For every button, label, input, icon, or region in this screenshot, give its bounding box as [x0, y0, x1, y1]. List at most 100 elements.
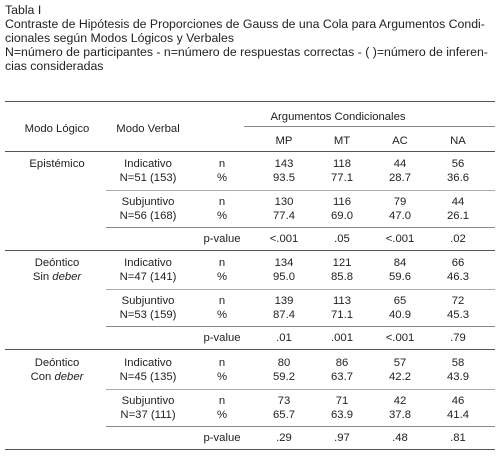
table-top-rule — [5, 101, 495, 102]
row-label-n: n — [218, 295, 226, 307]
cell-pvalue: .81 — [450, 432, 466, 444]
verbal-separator-rule — [106, 190, 495, 191]
table-title-line-2: cionales según Modos Lógicos y Verbales — [5, 31, 234, 45]
cell-pvalue: .001 — [331, 332, 353, 344]
cell-n: 44 — [451, 196, 465, 208]
table-note-line-2: cias consideradas — [5, 59, 104, 73]
row-label-pct: % — [216, 172, 228, 184]
cell-pct: 59.6 — [389, 271, 411, 283]
row-label-n: n — [218, 357, 226, 369]
cell-pct: 77.1 — [331, 172, 353, 184]
modo-verbal-name: Indicativo — [124, 158, 172, 170]
cell-n: 66 — [451, 257, 465, 269]
cell-pct: 43.9 — [447, 371, 469, 383]
row-label-pct: % — [216, 371, 228, 383]
header-group-rule — [244, 126, 495, 127]
cell-pvalue: .48 — [392, 432, 408, 444]
cell-pct: 95.0 — [273, 271, 295, 283]
row-label-pvalue: p-value — [203, 432, 241, 444]
cell-n: 121 — [332, 257, 352, 269]
cell-n: 80 — [277, 357, 291, 369]
header-modo-logico: Modo Lógico — [24, 123, 90, 135]
pvalue-top-rule — [106, 227, 495, 228]
cell-n: 58 — [451, 357, 465, 369]
cell-pct: 40.9 — [389, 309, 411, 321]
cell-pct: 45.3 — [447, 309, 469, 321]
cell-pvalue: .79 — [450, 332, 466, 344]
cell-pct: 65.7 — [273, 409, 295, 421]
row-label-pvalue: p-value — [203, 332, 241, 344]
cell-n: 116 — [332, 196, 352, 208]
cell-pct: 41.4 — [447, 409, 469, 421]
header-bottom-rule — [5, 151, 495, 152]
cell-pct: 63.7 — [331, 371, 353, 383]
cell-n: 139 — [274, 295, 294, 307]
cell-n: 143 — [274, 158, 294, 170]
modo-verbal-participants: N=53 (159) — [119, 309, 177, 321]
cell-pct: 42.2 — [389, 371, 411, 383]
row-label-n: n — [218, 257, 226, 269]
cell-n: 44 — [393, 158, 407, 170]
modo-logico-line2: Con deber — [31, 371, 84, 384]
modo-verbal-name: Subjuntivo — [121, 196, 175, 208]
cell-pct: 36.6 — [447, 172, 469, 184]
cell-pct: 77.4 — [273, 210, 295, 222]
cell-pct: 47.0 — [389, 210, 411, 222]
cell-pvalue: .01 — [276, 332, 292, 344]
cell-pct: 93.5 — [273, 172, 295, 184]
row-label-n: n — [218, 196, 226, 208]
cell-pct: 28.7 — [389, 172, 411, 184]
modo-verbal-participants: N=51 (153) — [119, 172, 177, 184]
row-label-pct: % — [216, 409, 228, 421]
cell-n: 86 — [335, 357, 349, 369]
cell-pct: 71.1 — [331, 309, 353, 321]
modo-logico-emphasis: deber — [54, 371, 84, 383]
cell-pct: 69.0 — [331, 210, 353, 222]
row-label-pct: % — [216, 309, 228, 321]
cell-pct: 46.3 — [447, 271, 469, 283]
cell-n: 71 — [335, 395, 349, 407]
modo-verbal-name: Indicativo — [124, 257, 172, 269]
modo-logico-line1: Epistémico — [29, 158, 85, 170]
header-group-argumentos: Argumentos Condicionales — [270, 111, 406, 123]
modo-verbal-participants: N=47 (141) — [119, 271, 177, 283]
modo-verbal-name: Subjuntivo — [121, 395, 175, 407]
cell-n: 113 — [332, 295, 352, 307]
header-modo-verbal: Modo Verbal — [116, 123, 180, 135]
modo-logico-prefix: Sin — [32, 271, 53, 283]
cell-pct: 37.8 — [389, 409, 411, 421]
section-bottom-rule — [5, 250, 495, 251]
row-label-pct: % — [216, 210, 228, 222]
row-label-n: n — [218, 395, 226, 407]
modo-verbal-participants: N=56 (168) — [119, 210, 177, 222]
verbal-separator-rule — [106, 289, 495, 290]
header-col-mt: MT — [333, 135, 351, 147]
pvalue-top-rule — [106, 426, 495, 427]
modo-logico-prefix: Con — [30, 371, 55, 383]
cell-n: 130 — [274, 196, 294, 208]
cell-pvalue: .02 — [450, 233, 466, 245]
cell-pvalue: .05 — [334, 233, 350, 245]
modo-logico-line1: Deóntico — [34, 257, 80, 269]
header-col-mp: MP — [275, 135, 293, 147]
section-bottom-rule — [5, 349, 495, 350]
cell-n: 79 — [393, 196, 407, 208]
cell-pvalue: <.001 — [269, 233, 299, 245]
row-label-n: n — [218, 158, 226, 170]
modo-verbal-name: Indicativo — [124, 357, 172, 369]
modo-logico-line1: Deóntico — [34, 357, 80, 369]
modo-logico-emphasis: deber — [52, 271, 82, 283]
section-bottom-rule — [5, 449, 495, 450]
cell-n: 72 — [451, 295, 465, 307]
cell-pvalue: <.001 — [385, 332, 415, 344]
table-label: Tabla I — [5, 3, 42, 17]
cell-pct: 26.1 — [447, 210, 469, 222]
header-col-na: NA — [450, 135, 466, 147]
cell-pvalue: <.001 — [385, 233, 415, 245]
cell-n: 57 — [393, 357, 407, 369]
cell-n: 134 — [274, 257, 294, 269]
cell-n: 118 — [332, 158, 352, 170]
cell-pct: 87.4 — [273, 309, 295, 321]
header-col-ac: AC — [392, 135, 408, 147]
